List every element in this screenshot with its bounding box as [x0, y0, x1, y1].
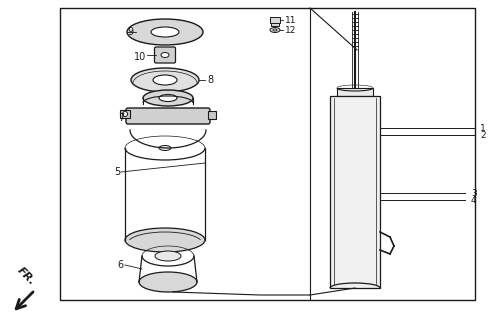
Text: 10: 10	[134, 52, 146, 62]
FancyBboxPatch shape	[126, 108, 210, 124]
Text: 5: 5	[114, 167, 120, 177]
Text: FR.: FR.	[15, 265, 37, 287]
Bar	[330, 96, 380, 288]
Ellipse shape	[159, 94, 177, 101]
Text: 3: 3	[471, 188, 477, 197]
Ellipse shape	[151, 27, 179, 37]
Ellipse shape	[155, 251, 181, 261]
Ellipse shape	[270, 28, 280, 33]
Text: 4: 4	[471, 196, 477, 204]
Ellipse shape	[131, 68, 199, 92]
Ellipse shape	[153, 75, 177, 85]
Ellipse shape	[273, 29, 277, 31]
Text: 7: 7	[118, 113, 124, 123]
Ellipse shape	[123, 111, 127, 116]
Text: 1: 1	[480, 124, 486, 132]
Text: 11: 11	[285, 15, 297, 25]
Bar	[120, 110, 130, 118]
Text: 8: 8	[207, 75, 213, 85]
Bar	[208, 111, 216, 119]
Text: 9: 9	[128, 27, 134, 37]
Ellipse shape	[159, 146, 171, 150]
FancyBboxPatch shape	[154, 47, 176, 63]
Ellipse shape	[161, 52, 169, 58]
Ellipse shape	[139, 272, 197, 292]
Bar	[271, 23, 279, 26]
Ellipse shape	[143, 90, 193, 106]
Bar	[337, 88, 373, 96]
Bar	[270, 17, 280, 23]
Ellipse shape	[125, 228, 205, 252]
Bar	[60, 8, 475, 300]
Text: 6: 6	[118, 260, 124, 270]
Text: 2: 2	[480, 131, 486, 140]
Ellipse shape	[127, 19, 203, 45]
Text: 12: 12	[285, 26, 297, 35]
